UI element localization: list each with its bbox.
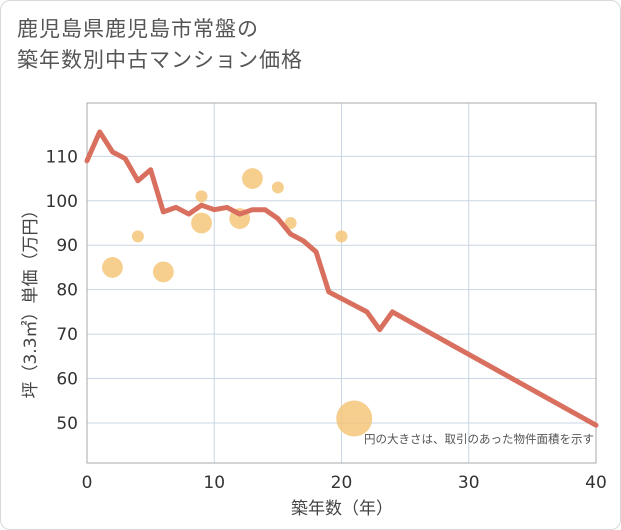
y-tick-label: 50 [56, 414, 78, 434]
y-tick-label: 110 [46, 147, 78, 167]
bubble-point [335, 230, 348, 243]
x-tick-label: 0 [82, 473, 93, 493]
bubble-point [191, 212, 212, 234]
y-axis-label: 坪（3.3㎡）単価（万円） [21, 201, 41, 398]
size-note: 円の大きさは、取引のあった物件面積を示す [364, 432, 594, 446]
bubble-point [195, 190, 208, 203]
bubble-point [152, 261, 174, 283]
bubble-point [131, 230, 144, 243]
y-tick-label: 80 [56, 281, 78, 301]
x-tick-label: 10 [203, 473, 225, 493]
x-axis-ticks: 0 10 20 30 40 [82, 473, 607, 493]
x-tick-label: 20 [331, 473, 353, 493]
y-tick-label: 100 [46, 192, 78, 212]
chart-title: 鹿児島県鹿児島市常盤の 築年数別中古マンション価格 [17, 14, 303, 76]
bubble-point [336, 400, 373, 437]
chart-title-line-1: 鹿児島県鹿児島市常盤の [17, 17, 259, 41]
x-tick-label: 30 [458, 473, 480, 493]
bubble-point [242, 168, 263, 189]
x-axis-label: 築年数（年） [291, 499, 393, 519]
chart-title-line-2: 築年数別中古マンション価格 [17, 48, 303, 72]
plot-area-border [86, 102, 597, 464]
y-tick-label: 90 [56, 236, 78, 256]
line-series [84, 129, 599, 428]
bubble-point [284, 217, 297, 229]
x-tick-label: 40 [585, 473, 607, 493]
bubble-point [102, 257, 123, 278]
price-trend-line [84, 129, 599, 428]
y-tick-label: 70 [56, 325, 78, 345]
bubble-point [271, 181, 284, 194]
bubble-series [102, 168, 373, 437]
y-axis-ticks: 50 60 70 80 90 100 110 [46, 147, 78, 434]
y-tick-label: 60 [56, 370, 78, 390]
